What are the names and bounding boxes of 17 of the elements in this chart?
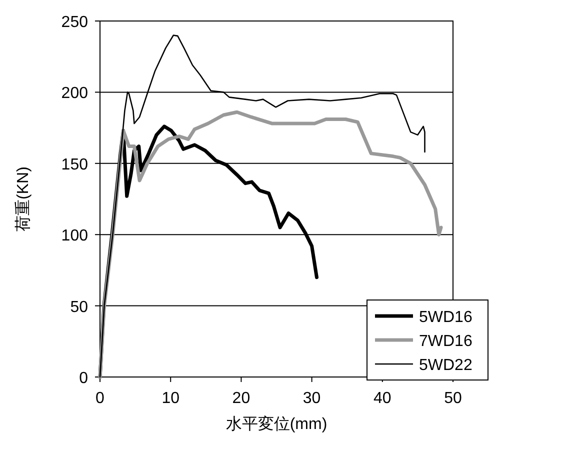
- y-tick-label: 100: [61, 228, 88, 245]
- legend-label: 7WD16: [419, 333, 472, 350]
- legend-label: 5WD22: [419, 357, 472, 374]
- y-tick-label: 150: [61, 156, 88, 174]
- y-tick-label: 0: [79, 370, 88, 387]
- x-axis-title: 水平変位(mm): [226, 415, 328, 433]
- y-axis-title: 荷重(KN): [14, 166, 32, 232]
- y-tick-label: 250: [61, 14, 88, 31]
- x-tick-label: 50: [444, 390, 462, 407]
- x-tick-label: 10: [162, 390, 180, 407]
- x-tick-label: 40: [374, 390, 392, 407]
- x-tick-label: 0: [96, 390, 105, 407]
- y-tick-label: 200: [61, 85, 88, 102]
- y-tick-label: 50: [70, 298, 88, 316]
- legend-label: 5WD16: [419, 309, 472, 326]
- x-tick-label: 30: [302, 390, 321, 407]
- x-tick-label: 20: [232, 390, 250, 407]
